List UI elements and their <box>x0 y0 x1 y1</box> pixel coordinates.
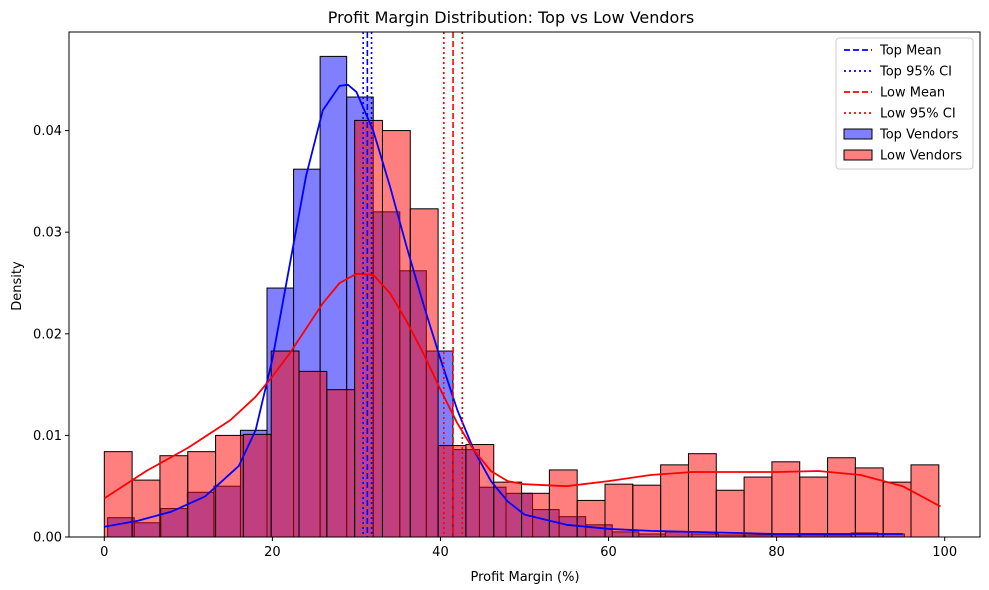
plot-frame <box>68 31 981 538</box>
low-vendors-bar <box>242 433 272 538</box>
legend-label-top-mean: Top Mean <box>879 44 942 59</box>
low-vendors-bar <box>882 481 912 538</box>
low-vendors-bar <box>743 476 773 538</box>
kde-curves <box>103 83 941 535</box>
legend-label-low-mean: Low Mean <box>880 86 945 101</box>
low-vendors-bar <box>298 370 328 538</box>
low-vendors-bar <box>354 119 383 538</box>
x-axis-label: Profit Margin (%) <box>470 570 579 585</box>
low-vendors-bar <box>326 389 356 538</box>
low-vendors-bar <box>215 434 244 538</box>
y-tick-label: 0.01 <box>33 429 62 444</box>
legend-label-low-95-ci: Low 95% CI <box>880 107 956 122</box>
low-vendors-bar <box>159 455 189 538</box>
y-tick-label: 0.03 <box>33 226 62 241</box>
legend-label-top-vendors: Top Vendors <box>879 128 959 143</box>
y-tick-label: 0.00 <box>33 531 62 546</box>
low-vendors-bar <box>632 484 662 538</box>
low-vendors-bar <box>771 461 801 538</box>
top-vendors-kde-line <box>104 83 903 535</box>
x-tick-label: 0 <box>100 545 108 560</box>
legend-swatch-top-vendors <box>843 128 873 140</box>
low-vendors-bar <box>854 467 884 538</box>
x-tick-label: 40 <box>432 545 449 560</box>
legend-swatch-low-vendors <box>843 149 873 161</box>
low-vendors-bar <box>270 350 300 538</box>
low-vendors-bar <box>576 499 606 538</box>
low-vendors-kde-line <box>103 272 941 508</box>
low-vendors-bar <box>548 469 578 538</box>
x-tick-label: 100 <box>932 545 957 560</box>
y-axis: 0.00 0.01 0.02 0.03 0.04 <box>33 124 69 546</box>
legend-label-top-95-ci: Top 95% CI <box>879 65 952 80</box>
low-vendors-histogram <box>103 119 940 538</box>
y-axis-label: Density <box>10 261 25 311</box>
low-vendors-bar <box>409 208 439 538</box>
legend: Top Mean Top 95% CI Low Mean Low 95% CI Top … <box>835 37 974 170</box>
x-tick-label: 80 <box>768 545 785 560</box>
y-tick-label: 0.02 <box>33 327 62 342</box>
low-vendors-bar <box>131 479 161 538</box>
legend-label-low-vendors: Low Vendors <box>880 149 962 164</box>
low-vendors-bar <box>660 464 689 538</box>
low-vendors-bar <box>687 453 717 538</box>
y-tick-label: 0.04 <box>33 124 62 139</box>
low-vendors-bar <box>381 130 411 538</box>
low-vendors-bar <box>827 457 856 538</box>
mean-ci-lines <box>362 32 464 537</box>
low-vendors-bar <box>715 489 745 538</box>
low-vendors-bar <box>799 476 829 538</box>
low-vendors-bar <box>187 451 217 538</box>
low-vendors-bar <box>910 464 940 538</box>
chart-title: Profit Margin Distribution: Top vs Low V… <box>328 8 695 27</box>
x-axis: 0 20 40 60 80 100 <box>100 537 957 560</box>
x-tick-label: 60 <box>600 545 617 560</box>
x-tick-label: 20 <box>264 545 281 560</box>
